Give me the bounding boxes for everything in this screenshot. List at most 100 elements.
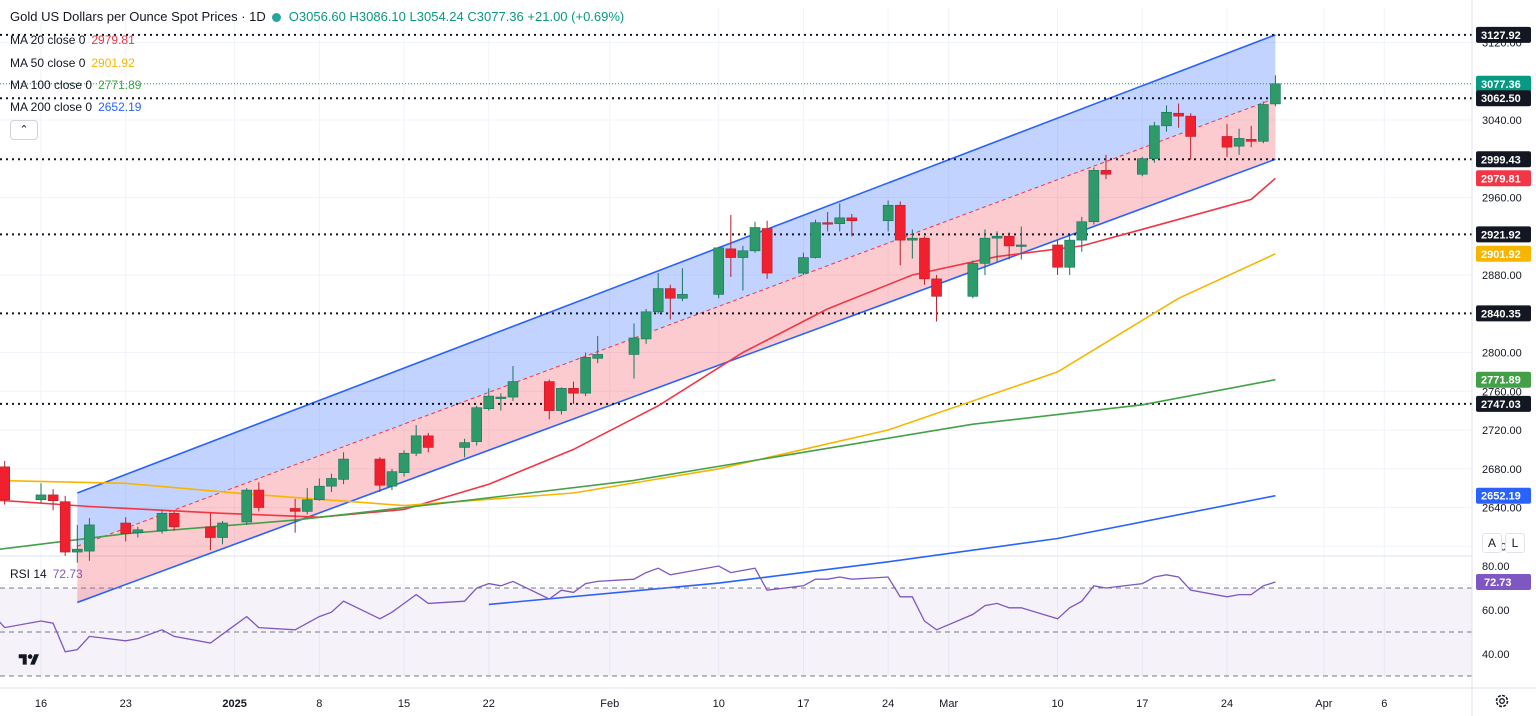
candle-body (1149, 125, 1160, 160)
candle-body (1100, 170, 1112, 175)
legend-ma50[interactable]: MA 50 close 0 2901.92 (10, 56, 135, 70)
candle-body (822, 222, 833, 225)
time-axis-tick-label: Feb (600, 698, 619, 710)
price-axis-tick-label: 2680.00 (1482, 464, 1522, 476)
candle (652, 273, 664, 314)
candle (991, 231, 1003, 262)
candle-body (1076, 221, 1088, 241)
candle-body (979, 237, 991, 264)
moving-average-line-1 (0, 177, 1276, 519)
time-axis-tick-label: 10 (713, 698, 725, 710)
moving-average-line-2 (0, 253, 1276, 507)
candle-body (241, 489, 253, 523)
candle-body (749, 227, 761, 252)
candle (1015, 226, 1027, 260)
price-label-text: 2901.92 (1481, 249, 1521, 261)
market-status-dot-icon (271, 13, 281, 23)
candle-body (713, 247, 725, 295)
candle (725, 214, 737, 277)
candle-body (205, 526, 216, 538)
candle (326, 473, 337, 492)
candle-body (967, 263, 979, 297)
candle-body (1185, 115, 1196, 137)
candle (580, 352, 591, 397)
candle-body (1052, 244, 1063, 268)
candle (120, 517, 132, 542)
candle (459, 438, 470, 458)
price-label-box (1476, 371, 1531, 388)
price-axis-background (1472, 0, 1536, 716)
ohlc-change: +21.00 (+0.69%) (527, 9, 625, 24)
price-axis-tick-label: 2880.00 (1482, 270, 1522, 282)
legend-ma100[interactable]: MA 100 close 0 2771.89 (10, 78, 141, 92)
candle (422, 432, 434, 453)
candle-body (374, 458, 386, 486)
time-axis-tick-label: 2025 (222, 698, 246, 710)
time-axis-tick-label: Apr (1315, 698, 1332, 710)
legend-rsi[interactable]: RSI 14 72.73 (10, 567, 83, 581)
candle-body (907, 237, 918, 241)
candle (1088, 167, 1100, 225)
candle (979, 229, 991, 275)
candle (338, 452, 349, 485)
tradingview-logo-icon[interactable] (17, 652, 41, 668)
candle (592, 336, 603, 364)
candle-body (326, 478, 337, 487)
legend-collapse-button[interactable]: ⌃ (10, 120, 38, 140)
candle (737, 245, 749, 291)
candle-body (834, 217, 846, 224)
log-scale-button[interactable]: L (1505, 533, 1525, 553)
candle (35, 483, 47, 503)
candle (931, 275, 942, 322)
price-label-text: 2921.92 (1481, 229, 1521, 241)
time-axis-tick-label: 24 (1221, 698, 1233, 710)
price-axis-tick-label: 2640.00 (1482, 503, 1522, 515)
candle-body (217, 522, 228, 538)
candle (471, 405, 482, 446)
candle-body (798, 257, 809, 274)
moving-average-line-4 (488, 494, 1276, 606)
time-axis-tick-label: 23 (120, 698, 132, 710)
price-label-text: 3062.50 (1481, 93, 1521, 105)
candle-body (459, 442, 470, 448)
chart-title-line: Gold US Dollars per Ounce Spot Prices · … (10, 9, 624, 24)
candle-body (1221, 136, 1233, 148)
candle (882, 200, 894, 232)
candle-body (314, 485, 325, 501)
candle (374, 457, 386, 492)
candle (47, 489, 59, 511)
candle (810, 219, 821, 259)
candle-body (882, 204, 894, 222)
legend-ma20[interactable]: MA 20 close 0 2979.81 (10, 33, 135, 47)
candle (398, 450, 410, 477)
candle-body (652, 288, 664, 313)
time-axis-tick-label: Mar (939, 698, 958, 710)
candle-body (677, 294, 688, 299)
legend-ma100-label: MA 100 close 0 (10, 78, 93, 92)
candle-body (556, 388, 567, 411)
candle-body (931, 278, 942, 297)
candle (749, 221, 761, 253)
price-label-box (1476, 170, 1531, 187)
candle-body (35, 494, 47, 501)
price-label-text: 2979.81 (1481, 173, 1521, 185)
candle (798, 252, 809, 275)
candle-body (725, 248, 737, 258)
time-axis-tick-label: 17 (797, 698, 809, 710)
time-axis-tick-label: 22 (483, 698, 495, 710)
rsi-axis-tick-label: 80.00 (1482, 561, 1510, 573)
legend-ma200[interactable]: MA 200 close 0 2652.19 (10, 100, 141, 114)
candle (289, 498, 301, 533)
candle (1270, 75, 1281, 107)
auto-scale-button[interactable]: A (1482, 533, 1502, 553)
legend-ma200-value: 2652.19 (98, 100, 142, 114)
candle (761, 220, 773, 279)
candle-body (628, 337, 640, 355)
candle (1173, 103, 1184, 128)
candle-body (59, 501, 71, 553)
candle (507, 366, 519, 401)
candle (665, 284, 676, 320)
gear-icon[interactable] (1494, 693, 1510, 709)
chart-title: Gold US Dollars per Ounce Spot Prices · … (10, 9, 266, 24)
